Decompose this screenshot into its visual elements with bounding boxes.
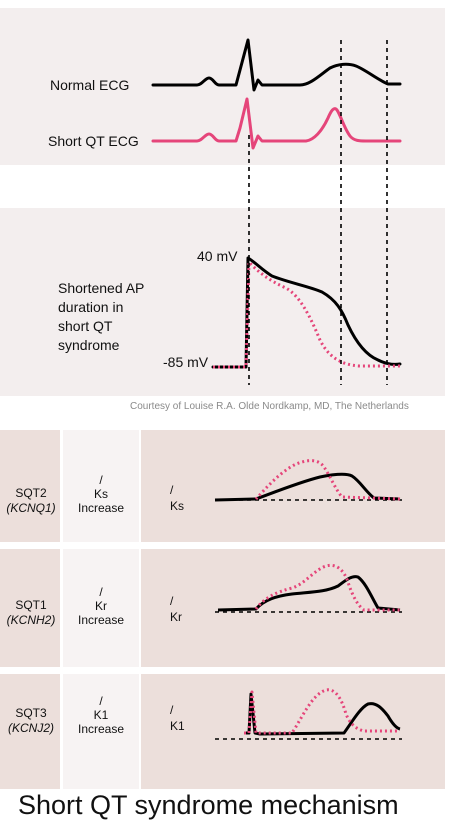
current-symbol: / xyxy=(170,483,174,497)
k1-normal-current xyxy=(244,692,401,736)
row-type-label: SQT2 (KCNQ1) xyxy=(0,486,62,516)
normal-action-potential xyxy=(211,256,402,369)
row-type-label: SQT1 (KCNH2) xyxy=(0,598,62,628)
top-voltage-label: 40 mV xyxy=(197,248,238,264)
image-credit: Courtesy of Louise R.A. Olde Nordkamp, M… xyxy=(130,401,409,412)
channel-label: / Kr Increase xyxy=(63,585,139,627)
gene-name: (KCNQ1) xyxy=(6,501,56,515)
short-qt-ecg-trace xyxy=(151,97,402,150)
row-sqt3 xyxy=(0,674,445,789)
current-name: Kr xyxy=(170,610,182,624)
ks-normal-current xyxy=(214,472,401,502)
current-symbol: / xyxy=(170,594,174,608)
current-label: / Kr xyxy=(170,593,182,625)
normal-ecg-label: Normal ECG xyxy=(50,77,130,93)
action-potential-panel xyxy=(0,208,445,396)
row-label-cell xyxy=(0,549,60,667)
figure-caption: Short QT syndrome mechanism xyxy=(18,790,399,820)
gene-name: (KCNH2) xyxy=(6,613,56,627)
channel-symbol: / xyxy=(99,473,103,487)
current-symbol: / xyxy=(170,703,174,717)
kr-increased-current xyxy=(254,563,400,612)
row-type-label: SQT3 (KCNJ2) xyxy=(0,706,62,736)
ks-increased-current xyxy=(254,459,401,501)
syndrome-type: SQT2 xyxy=(15,486,47,500)
k1-increased-current xyxy=(244,688,400,735)
ap-description-line: syndrome xyxy=(58,337,120,353)
channel-symbol: / xyxy=(99,694,103,708)
normal-ecg-trace xyxy=(151,38,402,92)
kr-normal-current xyxy=(217,575,401,612)
ap-description-line: Shortened AP xyxy=(58,280,145,296)
channel-name: Kr xyxy=(95,599,107,613)
short-qt-ecg-label: Short QT ECG xyxy=(48,133,139,149)
channel-name: K1 xyxy=(93,708,109,722)
syndrome-type: SQT3 xyxy=(15,706,47,720)
gene-name: (KCNJ2) xyxy=(7,721,54,735)
current-label: / K1 xyxy=(170,702,185,734)
row-channel-cell xyxy=(63,430,139,542)
ap-description: Shortened AP duration in short QT syndro… xyxy=(58,279,144,355)
row-channel-cell xyxy=(63,549,139,667)
ap-description-line: duration in xyxy=(58,299,124,315)
row-label-cell xyxy=(0,430,60,542)
channel-symbol: / xyxy=(99,585,103,599)
channel-label: / K1 Increase xyxy=(63,694,139,736)
row-label-cell xyxy=(0,674,60,789)
current-label: / Ks xyxy=(170,482,184,514)
syndrome-type: SQT1 xyxy=(15,598,47,612)
current-name: Ks xyxy=(170,499,185,513)
shortened-action-potential xyxy=(213,260,400,369)
row-channel-cell xyxy=(63,674,139,789)
bottom-voltage-label: -85 mV xyxy=(163,354,209,370)
channel-effect: Increase xyxy=(77,501,125,515)
ap-description-line: short QT xyxy=(58,318,113,334)
current-name: K1 xyxy=(170,719,185,733)
channel-name: Ks xyxy=(93,487,108,501)
channel-effect: Increase xyxy=(77,722,125,736)
channel-effect: Increase xyxy=(77,613,125,627)
channel-label: / Ks Increase xyxy=(63,473,139,515)
